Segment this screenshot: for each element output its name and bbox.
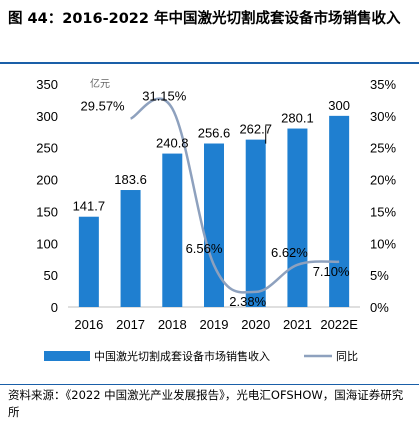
y-right-tick-label: 30% — [370, 109, 396, 124]
x-tick-label: 2016 — [74, 317, 103, 332]
y-right-tick-label: 15% — [370, 204, 396, 219]
line-value-label: 31.15% — [142, 89, 187, 104]
y-right-tick-label: 10% — [370, 236, 396, 251]
y-left-tick-label: 350 — [36, 77, 58, 92]
bar — [120, 190, 141, 307]
y-left-tick-label: 100 — [36, 236, 58, 251]
line-value-label: 6.56% — [186, 241, 223, 256]
source-note: 资料来源：《2022 中国激光产业发展报告》，光电汇OFSHOW，国海证券研究所 — [8, 388, 404, 419]
x-tick-label: 2018 — [158, 317, 187, 332]
line-value-label: 2.38% — [229, 294, 266, 309]
y-left-tick-label: 300 — [36, 109, 58, 124]
figure-title: 图 44：2016-2022 年中国激光切割成套设备市场销售收入 — [8, 11, 401, 27]
line-value-label: 6.62% — [271, 245, 308, 260]
x-tick-label: 2021 — [283, 317, 312, 332]
revenue-chart: 0 50 100 150 200 250 300 350 0% 5% 10% 15% 20% 25% 30%… — [36, 77, 396, 363]
legend-bar-swatch — [44, 351, 90, 361]
x-tick-label: 2017 — [116, 317, 145, 332]
bar — [78, 216, 99, 307]
x-tick-label: 2020 — [241, 317, 270, 332]
bar-value-label: 280.1 — [281, 111, 314, 126]
y-right-tick-label: 0% — [370, 300, 389, 315]
bar — [162, 153, 183, 307]
bar — [287, 128, 308, 307]
chart-legend: 中国激光切割成套设备市场销售收入 同比 — [44, 349, 358, 363]
line-series — [129, 97, 340, 294]
bar — [329, 115, 350, 307]
legend-line-label: 同比 — [336, 350, 358, 363]
bar-value-label: 256.6 — [198, 126, 231, 141]
y-right-tick-label: 35% — [370, 77, 396, 92]
bar-value-label: 141.7 — [73, 199, 106, 214]
data-labels: 141.7 183.6 240.8 256.6 262.7 280.1 300 29.57% 3… — [73, 89, 350, 309]
y-left-tick-label: 250 — [36, 141, 58, 156]
y-left-tick-label: 200 — [36, 173, 58, 188]
bar-value-label: 300 — [328, 98, 350, 113]
title-divider — [0, 62, 419, 64]
bar-value-label: 262.7 — [239, 122, 272, 137]
bar-value-label: 183.6 — [114, 172, 147, 187]
line-value-label: 7.10% — [313, 264, 350, 279]
bar — [245, 139, 266, 307]
growth-line — [129, 97, 340, 294]
y-right-tick-label: 25% — [370, 141, 396, 156]
bar — [204, 143, 224, 307]
y-left-tick-label: 0 — [51, 300, 58, 315]
y-left-unit-label: 亿元 — [90, 77, 110, 90]
x-tick-label: 2022E — [320, 317, 358, 332]
legend-bar-label: 中国激光切割成套设备市场销售收入 — [94, 349, 270, 363]
y-right-tick-label: 20% — [370, 173, 396, 188]
bar-series — [78, 115, 350, 307]
line-value-label: 29.57% — [81, 99, 126, 114]
y-left-tick-label: 150 — [36, 204, 58, 219]
y-left-tick-label: 50 — [44, 268, 58, 283]
x-tick-label: 2019 — [200, 317, 229, 332]
bar-value-label: 240.8 — [156, 136, 189, 151]
source-divider — [0, 384, 419, 385]
chart-axes: 0 50 100 150 200 250 300 350 0% 5% 10% 15% 20% 25% 30%… — [36, 77, 396, 332]
y-right-tick-label: 5% — [370, 268, 389, 283]
